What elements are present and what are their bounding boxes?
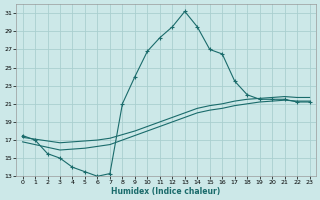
X-axis label: Humidex (Indice chaleur): Humidex (Indice chaleur) — [111, 187, 221, 196]
